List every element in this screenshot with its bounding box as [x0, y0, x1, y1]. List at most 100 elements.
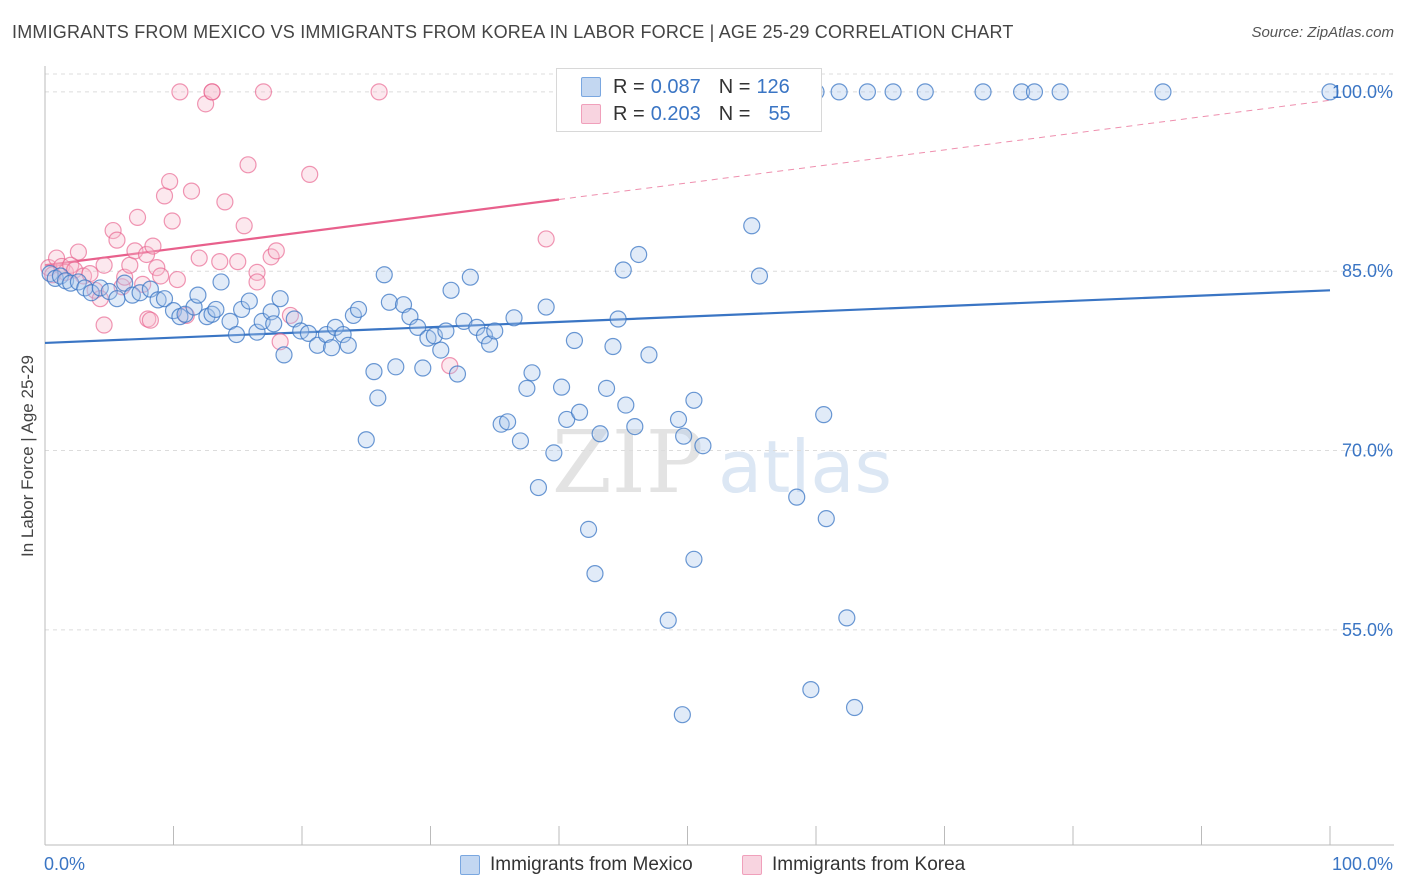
- korea-point: [47, 249, 66, 267]
- n-value: 55: [768, 102, 791, 125]
- mexico-point: [630, 245, 648, 264]
- korea-swatch: [581, 104, 601, 124]
- mexico-point: [334, 325, 352, 344]
- mexico-point: [116, 274, 134, 292]
- mexico-point: [591, 425, 609, 443]
- mexico-point: [916, 83, 934, 101]
- mexico-point: [685, 391, 703, 409]
- mexico-point: [499, 413, 517, 431]
- korea-point: [141, 311, 159, 329]
- mexico-point: [442, 281, 460, 299]
- mexico-point: [369, 389, 387, 407]
- korea-point: [235, 217, 253, 235]
- mexico-point: [788, 488, 806, 506]
- mexico-point: [617, 396, 635, 414]
- korea-point: [163, 212, 181, 230]
- y-tick-label: 70.0%: [1342, 441, 1393, 461]
- mexico-point: [149, 291, 167, 309]
- mexico-point: [409, 318, 427, 336]
- korea-point: [95, 256, 113, 274]
- mexico-point: [518, 379, 536, 397]
- korea-trend-line: [44, 198, 560, 267]
- mexico-point: [523, 364, 541, 382]
- n-value: 126: [756, 75, 790, 98]
- mexico-point: [570, 403, 589, 421]
- korea-point: [182, 182, 201, 200]
- mexico-point: [481, 335, 499, 353]
- mexico-point: [640, 346, 658, 364]
- mexico-point: [815, 406, 833, 424]
- korea-point: [216, 193, 234, 211]
- mexico-point: [685, 550, 703, 568]
- x-tick-label: 100.0%: [1332, 854, 1393, 874]
- korea-point: [152, 267, 170, 285]
- y-tick-label: 55.0%: [1342, 620, 1393, 640]
- korea-point: [69, 243, 88, 261]
- mexico-point: [845, 698, 864, 717]
- korea-point: [537, 230, 555, 248]
- korea-legend-swatch: [742, 855, 762, 875]
- mexico-point: [322, 339, 341, 357]
- tick-labels: 100.0% 85.0% 70.0% 55.0% 0.0% 100.0%: [44, 82, 1393, 874]
- mexico-point: [884, 83, 902, 101]
- mexico-point: [91, 279, 109, 297]
- mexico-point: [552, 378, 571, 396]
- mexico-point: [41, 264, 59, 283]
- r-value: 0.087: [650, 75, 701, 98]
- korea-trend-extension: [558, 99, 1331, 200]
- stats-box: R = 0.087 N = 126 R = 0.203 N = 55: [556, 68, 822, 132]
- mexico-point: [529, 478, 548, 497]
- mexico-point: [694, 437, 712, 455]
- mexico-point: [858, 83, 877, 101]
- mexico-point: [448, 365, 467, 383]
- mexico-point: [461, 268, 479, 286]
- mexico-point: [609, 310, 627, 328]
- korea-point: [271, 333, 289, 351]
- mexico-point: [586, 565, 604, 583]
- r-label: R =: [613, 102, 645, 125]
- mexico-point: [750, 267, 769, 285]
- legend-label-mexico: Immigrants from Mexico: [490, 854, 693, 875]
- mexico-point: [365, 363, 383, 381]
- mexico-point: [155, 290, 174, 308]
- mexico-point: [597, 379, 616, 397]
- korea-point: [370, 83, 388, 101]
- mexico-point: [414, 359, 432, 377]
- y-tick-label: 85.0%: [1342, 261, 1393, 281]
- mexico-point: [339, 336, 357, 354]
- legend-item-mexico[interactable]: Immigrants from Mexico: [460, 852, 693, 878]
- korea-point: [239, 156, 257, 174]
- mexico-point: [240, 292, 258, 310]
- legend-item-korea[interactable]: Immigrants from Korea: [742, 852, 965, 878]
- korea-point: [211, 253, 229, 271]
- korea-point: [301, 165, 319, 183]
- korea-point: [229, 253, 247, 271]
- mexico-point: [131, 284, 149, 302]
- mexico-point: [743, 217, 761, 235]
- korea-point: [161, 172, 179, 191]
- mexico-point: [1154, 83, 1172, 101]
- mexico-point: [375, 266, 393, 284]
- mexico-legend-swatch: [460, 855, 480, 875]
- mexico-point: [579, 520, 598, 539]
- chart-title: IMMIGRANTS FROM MEXICO VS IMMIGRANTS FRO…: [12, 22, 1014, 42]
- mexico-point: [1051, 83, 1069, 101]
- mexico-point: [626, 418, 644, 436]
- mexico-point: [248, 323, 266, 341]
- korea-point: [248, 273, 266, 291]
- trend-lines: [44, 99, 1331, 345]
- data-points: [40, 83, 1339, 724]
- mexico-point: [1321, 83, 1339, 101]
- mexico-point: [271, 290, 289, 308]
- mexico-point: [432, 341, 450, 359]
- mexico-point: [802, 680, 820, 699]
- korea-point: [254, 83, 273, 101]
- mexico-point: [380, 293, 398, 311]
- korea-point: [248, 263, 266, 281]
- mexico-point: [437, 322, 455, 340]
- korea-point: [171, 83, 189, 101]
- korea-point: [108, 231, 126, 249]
- mexico-point: [614, 261, 632, 279]
- stats-row-korea: R = 0.203 N = 55: [581, 101, 791, 127]
